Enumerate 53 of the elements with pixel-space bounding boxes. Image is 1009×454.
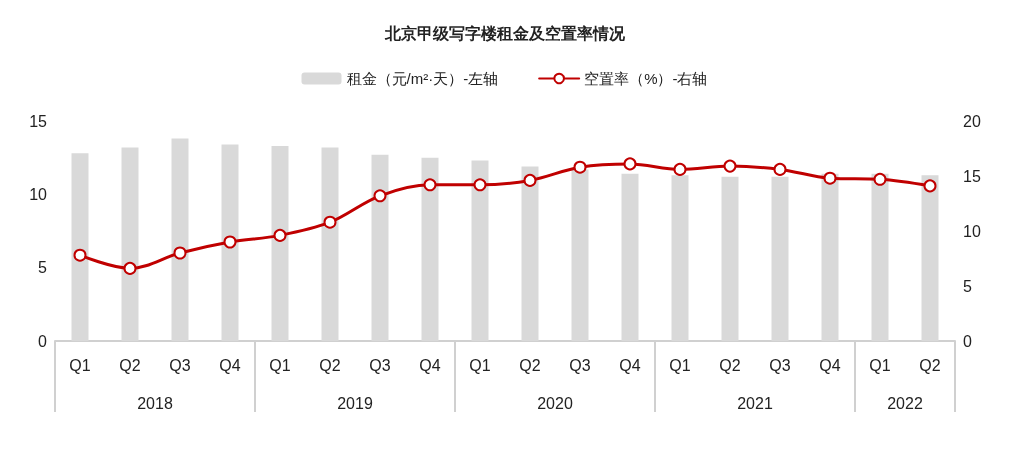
y-tick-label: 15 xyxy=(29,112,48,130)
text: 2022 xyxy=(887,394,923,412)
text: 2021 xyxy=(737,394,773,412)
x-tick-label: Q1 xyxy=(869,356,891,374)
point xyxy=(523,173,537,187)
x-tick-label: Q4 xyxy=(819,356,841,374)
chart-title: 北京甲级写字楼租金及空置率情况 xyxy=(383,23,626,42)
point xyxy=(573,160,587,174)
text: 2020 xyxy=(537,394,573,412)
x-tick-label: Q4 xyxy=(419,356,441,374)
point xyxy=(623,157,637,171)
x-tick-label: Q4 xyxy=(219,356,241,374)
point xyxy=(873,172,887,186)
x-tick-label: Q2 xyxy=(519,356,541,374)
legend-label: 空置率（%）-右轴 xyxy=(584,70,708,87)
y-tick-label: 10 xyxy=(29,185,48,203)
point xyxy=(223,235,237,249)
x-tick-label: Q2 xyxy=(319,356,341,374)
point xyxy=(923,179,937,193)
text: 2018 xyxy=(137,394,173,412)
y-tick-label: 5 xyxy=(38,259,48,277)
y2-tick-label: 20 xyxy=(963,112,981,130)
point xyxy=(173,246,187,260)
x-tick-label: Q4 xyxy=(619,356,641,374)
x-tick-label: Q2 xyxy=(119,356,141,374)
point xyxy=(123,261,137,275)
x-tick-label: Q3 xyxy=(769,356,791,374)
point xyxy=(773,162,787,176)
x-tick-label: Q3 xyxy=(169,356,191,374)
point xyxy=(673,162,687,176)
point xyxy=(723,159,737,173)
x-tick-label: Q2 xyxy=(919,356,941,374)
y-tick-label: 0 xyxy=(38,332,48,350)
point xyxy=(823,171,837,185)
point xyxy=(423,178,437,192)
x-tick-label: Q1 xyxy=(269,356,291,374)
y2-tick-label: 0 xyxy=(963,332,972,350)
x-tick-label: Q2 xyxy=(719,356,741,374)
y2-tick-label: 10 xyxy=(963,222,981,240)
x-tick-label: Q1 xyxy=(669,356,691,374)
x-tick-label: Q1 xyxy=(69,356,91,374)
point xyxy=(273,228,287,242)
legend-label: 租金（元/m²·天）-左轴 xyxy=(346,70,499,87)
point xyxy=(73,248,87,262)
x-tick-label: Q3 xyxy=(569,356,591,374)
x-tick-label: Q3 xyxy=(369,356,391,374)
point xyxy=(323,215,337,229)
point xyxy=(373,189,387,203)
y2-tick-label: 15 xyxy=(963,167,981,185)
point xyxy=(473,178,487,192)
y2-tick-label: 5 xyxy=(963,277,972,295)
x-tick-label: Q1 xyxy=(469,356,491,374)
text: 2019 xyxy=(337,394,373,412)
